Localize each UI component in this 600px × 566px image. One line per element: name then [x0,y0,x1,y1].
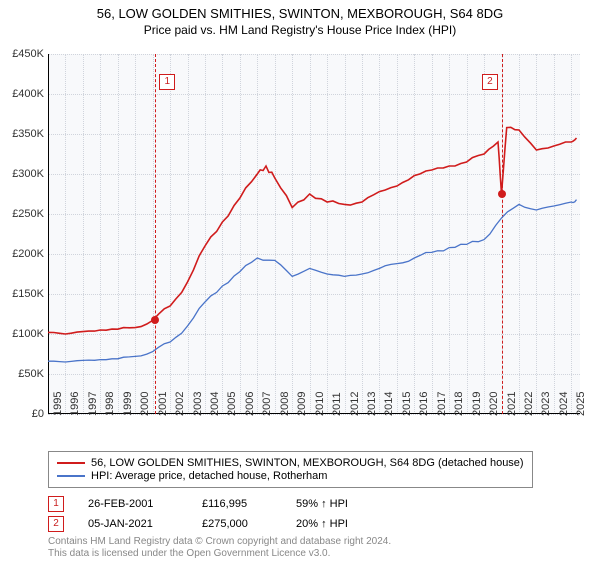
x-axis-tick: 2011 [331,392,343,416]
x-axis-tick: 2000 [139,392,151,416]
legend-swatch [57,462,85,464]
x-axis-tick: 2023 [540,392,552,416]
x-axis-tick: 2005 [226,392,238,416]
x-axis-tick: 2007 [261,392,273,416]
event-pct: 59% ↑ HPI [296,498,348,510]
x-axis-tick: 2003 [192,392,204,416]
y-axis-tick: £400K [4,88,44,100]
events-table: 1 26-FEB-2001 £116,995 59% ↑ HPI 2 05-JAN-202… [48,496,348,536]
y-axis-tick: £300K [4,168,44,180]
x-axis-tick: 2010 [314,392,326,416]
chart-title: 56, LOW GOLDEN SMITHIES, SWINTON, MEXBOR… [0,6,600,21]
x-axis-tick: 1995 [52,392,64,416]
x-axis-tick: 2017 [436,392,448,416]
x-axis-tick: 1998 [104,392,116,416]
x-axis-tick: 2021 [506,392,518,416]
y-axis-tick: £0 [4,408,44,420]
legend-label: HPI: Average price, detached house, Roth… [91,470,327,482]
x-axis-tick: 2018 [453,392,465,416]
x-axis-tick: 2015 [401,392,413,416]
x-axis-tick: 2002 [174,392,186,416]
series-line [48,127,577,334]
y-axis-tick: £350K [4,128,44,140]
event-date: 26-FEB-2001 [88,498,178,510]
line-series-svg [48,54,580,414]
event-pct: 20% ↑ HPI [296,518,348,530]
footer-line-1: Contains HM Land Registry data © Crown c… [48,536,391,548]
y-axis-tick: £150K [4,288,44,300]
x-axis-tick: 2001 [157,392,169,416]
event-price: £275,000 [202,518,272,530]
event-date: 05-JAN-2021 [88,518,178,530]
x-axis-tick: 2025 [575,392,587,416]
legend-item: 56, LOW GOLDEN SMITHIES, SWINTON, MEXBOR… [57,457,524,469]
event-price: £116,995 [202,498,272,510]
legend-swatch [57,475,85,477]
x-axis-tick: 2009 [296,392,308,416]
legend-item: HPI: Average price, detached house, Roth… [57,470,524,482]
y-axis-tick: £250K [4,208,44,220]
footer-line-2: This data is licensed under the Open Gov… [48,548,391,560]
x-axis-tick: 2019 [471,392,483,416]
x-axis-tick: 1996 [69,392,81,416]
y-axis-tick: £50K [4,368,44,380]
event-table-row: 2 05-JAN-2021 £275,000 20% ↑ HPI [48,516,348,532]
legend: 56, LOW GOLDEN SMITHIES, SWINTON, MEXBOR… [48,451,533,488]
y-axis-tick: £200K [4,248,44,260]
x-axis-tick: 2016 [418,392,430,416]
x-axis-tick: 1999 [122,392,134,416]
x-axis-tick: 2014 [383,392,395,416]
event-marker-dot [498,190,506,198]
event-number-box: 2 [48,516,64,532]
x-axis-tick: 1997 [87,392,99,416]
x-axis-tick: 2013 [366,392,378,416]
y-axis-tick: £450K [4,48,44,60]
event-marker-dot [151,316,159,324]
event-table-row: 1 26-FEB-2001 £116,995 59% ↑ HPI [48,496,348,512]
x-axis-tick: 2024 [558,392,570,416]
y-axis-tick: £100K [4,328,44,340]
x-axis-tick: 2006 [244,392,256,416]
x-axis-tick: 2022 [523,392,535,416]
event-number-box: 1 [48,496,64,512]
x-axis-tick: 2008 [279,392,291,416]
series-line [48,200,577,362]
chart-plot-area: 12 £0£50K£100K£150K£200K£250K£300K£350K£… [48,54,580,414]
chart-subtitle: Price paid vs. HM Land Registry's House … [0,23,600,37]
x-axis-tick: 2004 [209,392,221,416]
footer-text: Contains HM Land Registry data © Crown c… [48,536,391,560]
legend-label: 56, LOW GOLDEN SMITHIES, SWINTON, MEXBOR… [91,457,524,469]
x-axis-tick: 2020 [488,392,500,416]
x-axis-tick: 2012 [349,392,361,416]
